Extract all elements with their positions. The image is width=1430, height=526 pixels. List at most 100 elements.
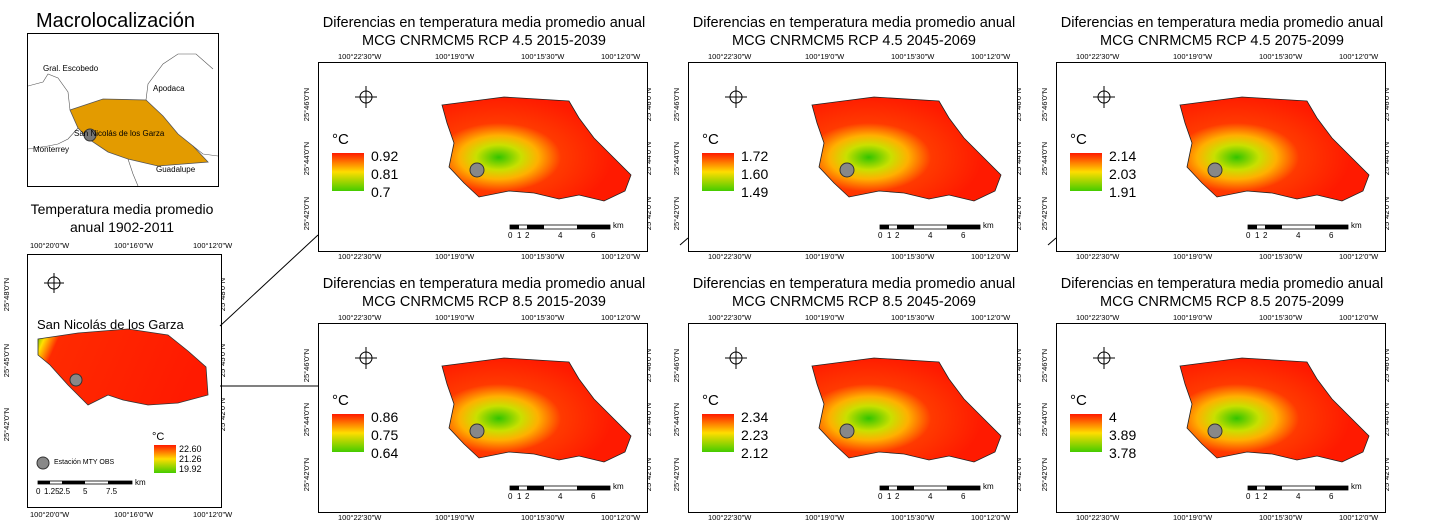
- bottom-tick: 100°22'30"W: [708, 513, 752, 522]
- scale-label: 0: [1246, 231, 1251, 240]
- scale-label: 2: [525, 231, 530, 240]
- macro-map-svg: [28, 53, 218, 186]
- bottom-tick: 100°20'0"W: [30, 510, 70, 519]
- panel-title: Diferencias en temperatura media promedi…: [1060, 15, 1384, 49]
- left-tick: 25°46'0"N: [302, 348, 312, 383]
- compass-icon: [1093, 347, 1115, 369]
- panel-map-svg: [332, 347, 632, 491]
- scale-label: 1: [887, 231, 892, 240]
- top-tick: 100°12'0"W: [601, 313, 641, 322]
- left-tick: 25°42'0"N: [672, 457, 682, 492]
- panel-map-svg: [702, 86, 1002, 230]
- macro-label: Apodaca: [153, 84, 185, 93]
- legend-gradient: [332, 414, 364, 452]
- station-icon: [1207, 162, 1223, 178]
- place-name: San Nicolás de los Garza: [37, 317, 184, 332]
- macro-label: Monterrey: [33, 145, 70, 154]
- left-tick: 25°44'0"N: [1040, 402, 1050, 437]
- station-label: Estación MTY OBS: [54, 459, 115, 466]
- left-tick: 25°42'0"N: [302, 457, 312, 492]
- top-tick: 100°22'30"W: [708, 313, 752, 322]
- bottom-tick: 100°12'0"W: [601, 513, 641, 522]
- legend-value: 0.92: [371, 148, 399, 164]
- bottom-tick: 100°22'30"W: [708, 252, 752, 261]
- legend-value: 2.23: [741, 427, 769, 443]
- macro-label: San Nicolás de los Garza: [74, 129, 165, 138]
- bottom-tick: 100°19'0"W: [435, 252, 475, 261]
- panel-map-svg: [332, 86, 632, 230]
- bottom-tick: 100°12'0"W: [1339, 513, 1379, 522]
- scale-bar: [509, 224, 611, 230]
- bottom-tick: 100°15'30"W: [1259, 252, 1303, 261]
- bottom-tick: 100°15'30"W: [1259, 513, 1303, 522]
- panel-title: Diferencias en temperatura media promedi…: [692, 15, 1016, 49]
- scale-label: 1: [517, 231, 522, 240]
- scale-label: 2: [895, 231, 900, 240]
- panel-title: Diferencias en temperatura media promedi…: [692, 276, 1016, 310]
- legend-value: 4: [1109, 409, 1117, 425]
- scale-label: 4: [928, 231, 933, 240]
- station-icon: [69, 373, 83, 387]
- bottom-tick: 100°19'0"W: [435, 513, 475, 522]
- legend-value: 1.49: [741, 184, 769, 200]
- municipality-raster: [441, 96, 632, 202]
- bottom-tick: 100°12'0"W: [193, 510, 233, 519]
- scale-label: 0: [36, 487, 41, 496]
- scenario-panel: Diferencias en temperatura media promedi…: [1036, 275, 1408, 523]
- station-icon: [469, 162, 485, 178]
- legend-value: 2.34: [741, 409, 769, 425]
- bottom-tick: 100°19'0"W: [805, 513, 845, 522]
- municipality-raster: [811, 96, 1002, 202]
- left-tick: 25°42'0"N: [302, 196, 312, 231]
- legend-gradient: [1070, 414, 1102, 452]
- legend-value: 21.26: [179, 454, 202, 464]
- scale-bar: [37, 480, 133, 485]
- left-tick: 25°44'0"N: [672, 141, 682, 176]
- left-tick: 25°44'0"N: [302, 141, 312, 176]
- legend-value: 2.14: [1109, 148, 1137, 164]
- scenario-panel: Diferencias en temperatura media promedi…: [668, 275, 1040, 523]
- scale-label: 2: [525, 492, 530, 501]
- boundary-line: [127, 158, 139, 186]
- scale-label: 1: [1255, 231, 1260, 240]
- panel-title: Diferencias en temperatura media promedi…: [322, 276, 646, 310]
- legend-value: 1.91: [1109, 184, 1137, 200]
- panel-map-frame: °C 0.92 0.81 0.7 0 1 2 4 6 km: [318, 62, 648, 252]
- bottom-tick: 100°22'30"W: [1076, 252, 1120, 261]
- scale-label: 6: [961, 492, 966, 501]
- bottom-tick: 100°19'0"W: [805, 252, 845, 261]
- scale-bar: [1247, 224, 1349, 230]
- scale-label: 4: [558, 231, 563, 240]
- legend-unit: °C: [152, 431, 165, 443]
- scale-label: 2: [1263, 492, 1268, 501]
- top-tick: 100°12'0"W: [1339, 313, 1379, 322]
- scale-label: 2: [895, 492, 900, 501]
- top-tick: 100°22'30"W: [1076, 52, 1120, 61]
- bottom-tick: 100°15'30"W: [521, 513, 565, 522]
- panel-title: Diferencias en temperatura media promedi…: [1060, 276, 1384, 310]
- scale-label: 2.5: [59, 487, 71, 496]
- base-map-svg: [36, 273, 209, 485]
- scale-label: 0: [1246, 492, 1251, 501]
- top-tick: 100°12'0"W: [1339, 52, 1379, 61]
- top-tick: 100°19'0"W: [435, 313, 475, 322]
- scale-unit: km: [613, 482, 624, 491]
- station-icon: [83, 128, 97, 142]
- legend-value: 0.86: [371, 409, 399, 425]
- top-tick: 100°15'30"W: [1259, 313, 1303, 322]
- legend-value: 0.75: [371, 427, 399, 443]
- legend-unit: °C: [1070, 131, 1087, 148]
- scenario-panel: Diferencias en temperatura media promedi…: [1036, 14, 1408, 262]
- scale-bar: [879, 485, 981, 491]
- boundary-line: [28, 127, 79, 150]
- panel-map-frame: °C 1.72 1.60 1.49 0 1 2 4 6 km: [688, 62, 1018, 252]
- compass-icon: [725, 347, 747, 369]
- scale-label: 0: [508, 231, 513, 240]
- top-tick: 100°15'30"W: [891, 313, 935, 322]
- macro-title: Macrolocalización: [36, 10, 195, 32]
- station-legend-icon: [36, 456, 50, 470]
- legend-value: 19.92: [179, 464, 202, 474]
- legend-value: 0.64: [371, 445, 399, 461]
- bottom-tick: 100°22'30"W: [338, 252, 382, 261]
- left-tick: 25°44'0"N: [1040, 141, 1050, 176]
